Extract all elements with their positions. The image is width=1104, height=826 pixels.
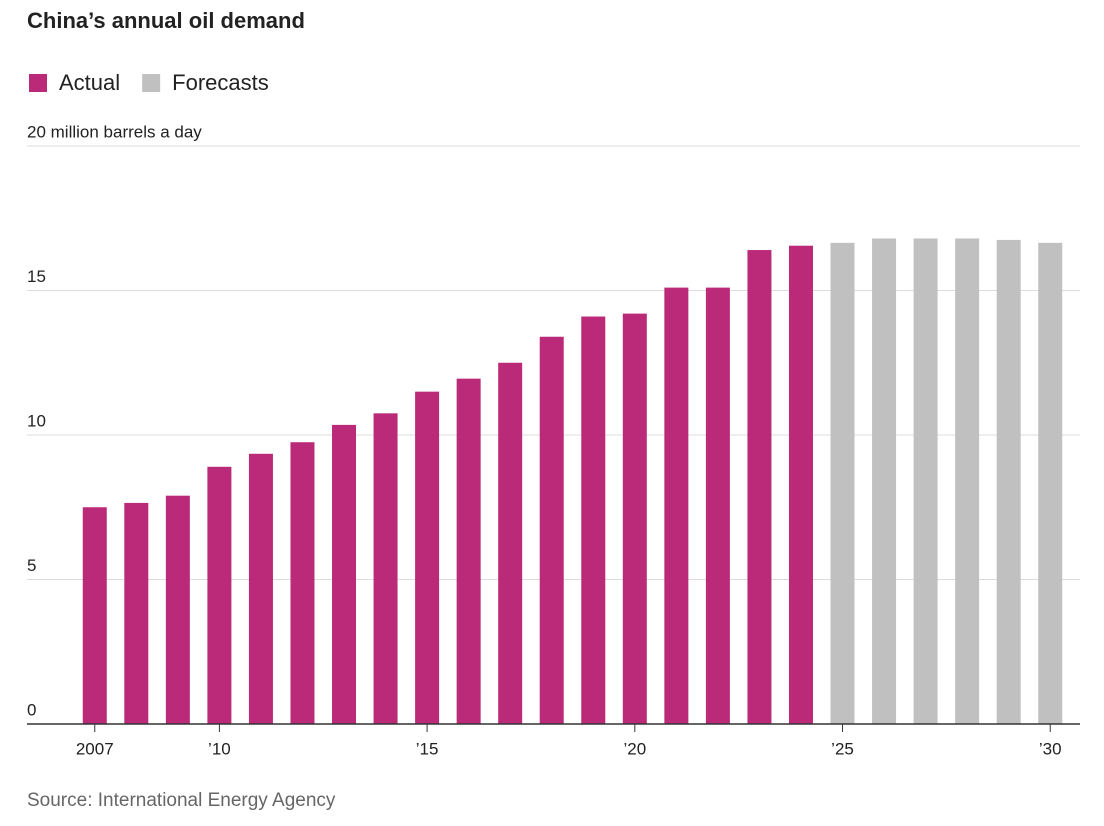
y-tick-label: 20 million barrels a day bbox=[27, 122, 202, 141]
bar bbox=[1038, 242, 1063, 724]
bar bbox=[165, 495, 190, 724]
bar bbox=[872, 238, 897, 725]
bar bbox=[456, 378, 481, 724]
x-tick-label: ’20 bbox=[623, 739, 646, 758]
x-tick-label: ’10 bbox=[208, 739, 231, 758]
legend-swatch bbox=[142, 74, 161, 92]
bar bbox=[498, 362, 523, 724]
x-tick-label: ’15 bbox=[416, 739, 439, 758]
bar bbox=[415, 391, 440, 724]
legend-swatch bbox=[29, 74, 47, 92]
bar bbox=[248, 453, 273, 724]
y-tick-label: 15 bbox=[27, 267, 46, 286]
source: Source: International Energy Agency bbox=[27, 790, 336, 811]
bar bbox=[955, 238, 980, 725]
bar bbox=[82, 507, 107, 724]
y-tick-label: 10 bbox=[27, 411, 46, 430]
bar bbox=[332, 424, 357, 724]
y-tick-label: 0 bbox=[27, 700, 36, 719]
x-tick-label: ’30 bbox=[1039, 739, 1062, 758]
legend-label: Forecasts bbox=[172, 70, 269, 95]
bar bbox=[996, 239, 1021, 725]
bar bbox=[373, 413, 398, 724]
x-tick-label: ’25 bbox=[831, 739, 854, 758]
bar bbox=[124, 502, 149, 724]
bar bbox=[290, 442, 315, 724]
x-tick-label: 2007 bbox=[76, 739, 114, 758]
bar bbox=[788, 245, 813, 724]
bar bbox=[622, 313, 647, 724]
chart-title: China’s annual oil demand bbox=[27, 8, 305, 33]
bar bbox=[664, 287, 689, 724]
bar bbox=[830, 242, 855, 724]
bar bbox=[539, 336, 564, 724]
bar bbox=[747, 250, 772, 725]
bar bbox=[207, 466, 232, 724]
bar bbox=[581, 316, 606, 724]
legend-label: Actual bbox=[59, 70, 120, 95]
bar bbox=[705, 287, 730, 724]
bar bbox=[913, 238, 938, 725]
y-tick-label: 5 bbox=[27, 556, 36, 575]
